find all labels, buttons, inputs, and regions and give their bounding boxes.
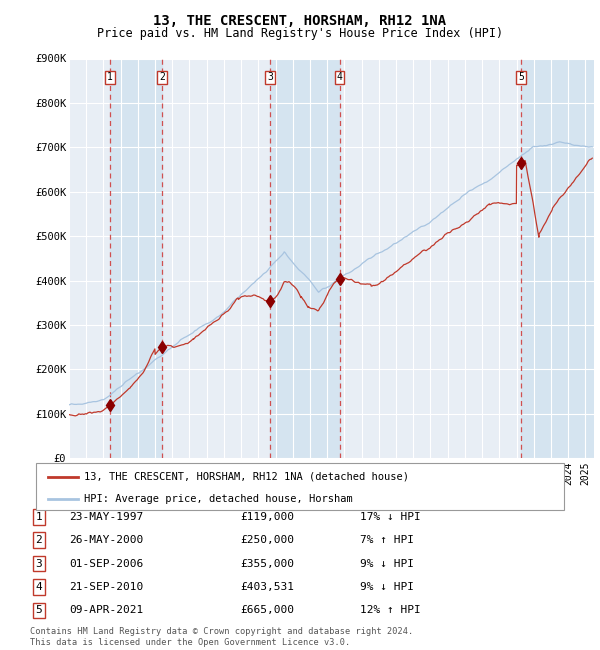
- Text: Contains HM Land Registry data © Crown copyright and database right 2024.: Contains HM Land Registry data © Crown c…: [30, 627, 413, 636]
- Text: 3: 3: [35, 558, 43, 569]
- Text: This data is licensed under the Open Government Licence v3.0.: This data is licensed under the Open Gov…: [30, 638, 350, 647]
- Text: 17% ↓ HPI: 17% ↓ HPI: [360, 512, 421, 522]
- Text: 2: 2: [159, 73, 165, 83]
- Text: £355,000: £355,000: [240, 558, 294, 569]
- Text: 12% ↑ HPI: 12% ↑ HPI: [360, 605, 421, 616]
- Text: 4: 4: [35, 582, 43, 592]
- Text: 21-SEP-2010: 21-SEP-2010: [69, 582, 143, 592]
- Text: 26-MAY-2000: 26-MAY-2000: [69, 535, 143, 545]
- Text: 1: 1: [107, 73, 113, 83]
- Text: 23-MAY-1997: 23-MAY-1997: [69, 512, 143, 522]
- Text: 13, THE CRESCENT, HORSHAM, RH12 1NA: 13, THE CRESCENT, HORSHAM, RH12 1NA: [154, 14, 446, 29]
- Text: £665,000: £665,000: [240, 605, 294, 616]
- Text: 7% ↑ HPI: 7% ↑ HPI: [360, 535, 414, 545]
- Text: Price paid vs. HM Land Registry's House Price Index (HPI): Price paid vs. HM Land Registry's House …: [97, 27, 503, 40]
- Bar: [110, 58, 162, 458]
- Text: 9% ↓ HPI: 9% ↓ HPI: [360, 558, 414, 569]
- Text: 2: 2: [35, 535, 43, 545]
- Bar: [270, 58, 340, 458]
- Text: £250,000: £250,000: [240, 535, 294, 545]
- Text: £119,000: £119,000: [240, 512, 294, 522]
- Text: 3: 3: [267, 73, 273, 83]
- Text: 13, THE CRESCENT, HORSHAM, RH12 1NA (detached house): 13, THE CRESCENT, HORSHAM, RH12 1NA (det…: [84, 471, 409, 482]
- Text: 09-APR-2021: 09-APR-2021: [69, 605, 143, 616]
- Text: HPI: Average price, detached house, Horsham: HPI: Average price, detached house, Hors…: [84, 493, 353, 504]
- Text: 9% ↓ HPI: 9% ↓ HPI: [360, 582, 414, 592]
- Text: 5: 5: [35, 605, 43, 616]
- Text: 1: 1: [35, 512, 43, 522]
- Text: 4: 4: [337, 73, 343, 83]
- Text: £403,531: £403,531: [240, 582, 294, 592]
- Text: 5: 5: [518, 73, 524, 83]
- Bar: [521, 58, 594, 458]
- Text: 01-SEP-2006: 01-SEP-2006: [69, 558, 143, 569]
